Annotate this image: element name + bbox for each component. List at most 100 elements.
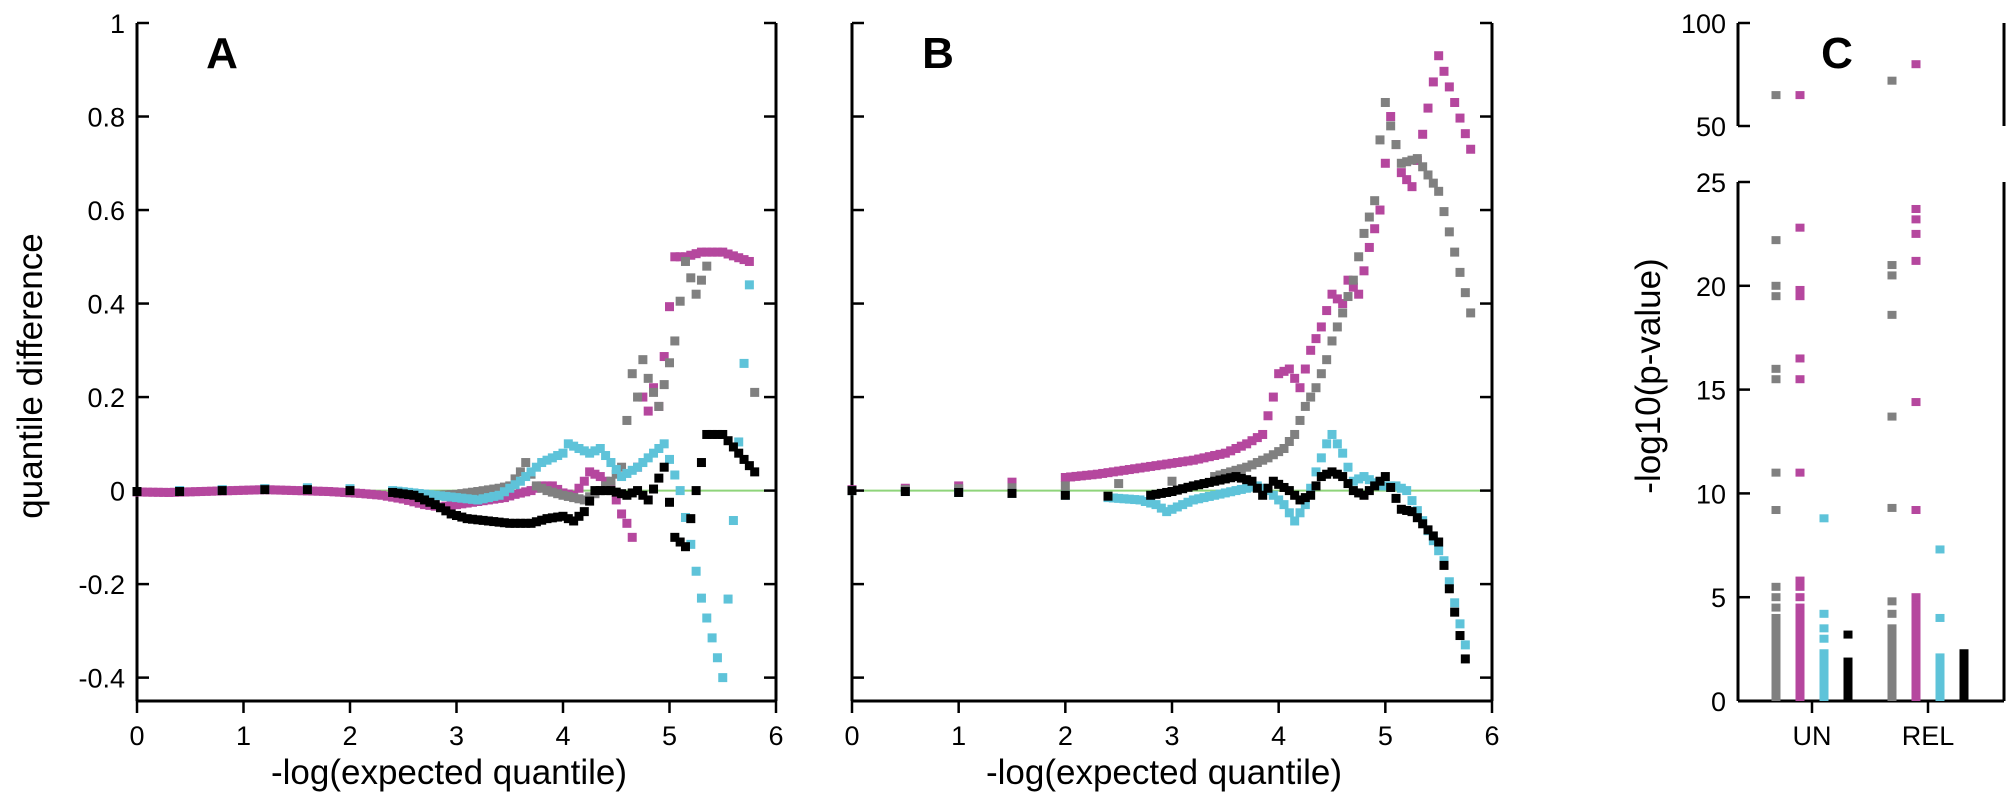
panel-a-point-black: [659, 462, 669, 472]
panel-b-point-gray: [1439, 207, 1449, 217]
panel-a-point-magenta: [185, 487, 195, 497]
panel-b-point-magenta: [1076, 471, 1086, 481]
panel-a-plot-area: 0 1 2 3 4 5 6 -0.4 -0.2 0 0.2 0.4 0.6 0.8 1: [78, 9, 783, 751]
panel-b-point-black: [1183, 482, 1193, 492]
panel-a-point-black: [744, 461, 754, 471]
panel-b-point-gray: [1460, 288, 1470, 298]
panel-a-point-gray: [494, 483, 504, 493]
panel-a-point-gray: [510, 474, 520, 484]
panel-a-point-gray: [627, 369, 637, 379]
panel-a-x-tick-label: 2: [342, 721, 357, 751]
panel-a-point-gray: [553, 489, 563, 499]
panel-a-point-gray: [702, 261, 712, 271]
panel-b-point-gray: [1343, 292, 1353, 302]
panel-a-point-magenta: [510, 489, 520, 499]
panel-a-point-cyan: [649, 448, 659, 458]
panel-a-point-gray: [638, 355, 648, 365]
panel-c-value-gray: [1771, 281, 1781, 290]
panel-a-point-cyan: [723, 594, 733, 604]
panel-c-lower-y-tick-label: 25: [1696, 168, 1726, 198]
panel-b-point-black: [847, 486, 857, 496]
panel-a-point-magenta: [526, 486, 536, 496]
panel-b-point-magenta: [1087, 470, 1097, 480]
panel-b-point-magenta: [1407, 182, 1417, 192]
panel-a-point-black: [420, 495, 430, 505]
panel-b-point-black: [1156, 488, 1166, 498]
panel-b-point-black: [1380, 472, 1390, 482]
panel-b-point-black: [1167, 487, 1177, 497]
panel-a-point-cyan: [633, 462, 643, 472]
panel-a-point-magenta: [137, 487, 147, 497]
panel-b-point-gray: [1332, 322, 1342, 332]
panel-c-lower-y-tick-label: 20: [1696, 272, 1726, 302]
panel-a-point-black: [446, 509, 456, 519]
panel-b-point-gray: [1386, 121, 1396, 131]
panel-b-point-black: [1194, 480, 1204, 490]
panel-c-value-cyan: [1819, 609, 1829, 618]
panel-b-point-magenta: [1263, 411, 1273, 421]
panel-b-point-cyan: [1199, 493, 1209, 503]
panel-b-point-cyan: [1188, 495, 1198, 505]
panel-c-upper-y-tick-label: 50: [1696, 112, 1726, 142]
panel-b-point-black: [1343, 479, 1353, 489]
panel-a-point-black: [595, 486, 605, 496]
panel-a-point-gray: [563, 491, 573, 501]
panel-b-point-magenta: [1210, 451, 1220, 461]
panel-a-point-gray: [462, 488, 472, 498]
panel-a-point-black: [574, 511, 584, 521]
panel-b-point-cyan: [1268, 490, 1278, 500]
panel-b-point-cyan: [1140, 496, 1150, 506]
panel-b-point-cyan: [1204, 491, 1214, 501]
panel-c-value-black: [1843, 657, 1853, 666]
panel-c-value-gray: [1887, 503, 1897, 512]
panel-b-point-black: [1375, 476, 1385, 486]
panel-a-point-black: [441, 506, 451, 516]
panel-a-point-magenta: [707, 247, 717, 257]
panel-a-point-cyan: [499, 487, 509, 497]
panel-b-point-magenta: [1108, 467, 1118, 477]
panel-b-point-cyan: [1306, 483, 1316, 493]
panel-b-point-gray: [1434, 186, 1444, 196]
panel-a-point-black: [702, 429, 712, 439]
panel-a-point-magenta: [366, 489, 376, 499]
panel-b-point-black: [954, 487, 964, 497]
panel-b-point-magenta: [1322, 306, 1332, 316]
panel-b-point-magenta: [1466, 144, 1476, 154]
panel-a-point-magenta: [377, 490, 387, 500]
panel-a-point-cyan: [547, 453, 557, 463]
panel-a-point-magenta: [643, 406, 653, 416]
panel-a-y-tick-label: -0.4: [78, 664, 125, 694]
panel-c-value-magenta: [1911, 229, 1921, 238]
panel-b-point-gray: [1007, 483, 1017, 493]
panel-a-point-black: [680, 542, 690, 552]
panel-a-y-tick-label: 0.6: [87, 196, 125, 226]
panel-c-value-magenta: [1911, 597, 1921, 606]
panel-b-point-magenta: [1119, 465, 1129, 475]
panel-a-y-tick-label: -0.2: [78, 570, 125, 600]
panel-a-point-black: [643, 495, 653, 505]
panel-a-point-gray: [601, 481, 611, 491]
panel-a-y-tick-label: 0.2: [87, 383, 125, 413]
panel-b-point-black: [1258, 490, 1268, 500]
panel-b-x-axis-title: -log(expected quantile): [986, 753, 1342, 792]
panel-b-letter: B: [922, 29, 954, 78]
panel-b-point-magenta: [1428, 77, 1438, 87]
panel-b-point-black: [1151, 489, 1161, 499]
panel-b-point-cyan: [1290, 516, 1300, 526]
panel-a-point-cyan: [441, 491, 451, 501]
panel-b-point-magenta: [1274, 369, 1284, 379]
panel-c-value-magenta: [1795, 375, 1805, 384]
panel-b-x-tick-label: 1: [951, 721, 966, 751]
panel-a-point-black: [649, 484, 659, 494]
panel-a-point-black: [457, 512, 467, 522]
panel-b-point-black: [1300, 493, 1310, 503]
panel-a-point-magenta: [318, 486, 328, 496]
panel-c-plot-area: 50 100 0 5 10 15 20 25 UN REL: [1681, 9, 2006, 751]
panel-a-point-cyan: [585, 448, 595, 458]
panel-b-point-cyan: [1108, 493, 1118, 503]
panel-a-point-magenta: [313, 486, 323, 496]
panel-c: 50 100 0 5 10 15 20 25 UN REL C -log10(p-value): [1629, 9, 2006, 751]
panel-a-point-cyan: [579, 446, 589, 456]
panel-b-point-cyan: [1162, 507, 1172, 517]
